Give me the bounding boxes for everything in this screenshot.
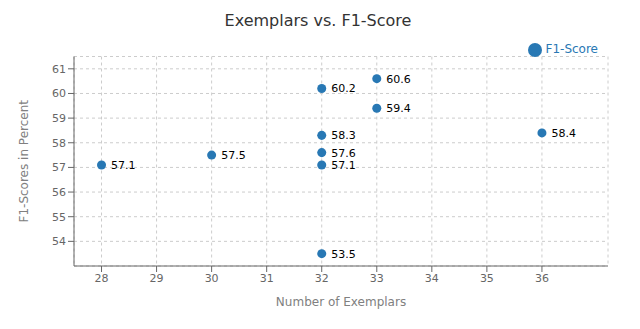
svg-text:57: 57 [52, 161, 66, 174]
svg-text:58.3: 58.3 [331, 129, 356, 142]
svg-text:31: 31 [260, 272, 274, 285]
svg-text:60.6: 60.6 [386, 73, 411, 86]
svg-text:60: 60 [52, 87, 66, 100]
svg-text:57.1: 57.1 [111, 159, 136, 172]
svg-text:58: 58 [52, 137, 66, 150]
svg-text:F1-Scores in Percent: F1-Scores in Percent [17, 100, 31, 223]
svg-text:29: 29 [150, 272, 164, 285]
svg-text:58.4: 58.4 [551, 127, 576, 140]
svg-text:53.5: 53.5 [331, 248, 356, 261]
svg-text:60.2: 60.2 [331, 82, 356, 95]
svg-text:34: 34 [425, 272, 439, 285]
svg-text:33: 33 [370, 272, 384, 285]
svg-text:61: 61 [52, 63, 66, 76]
html-text:F1-Score: F1-Score [545, 42, 598, 56]
svg-text:57.5: 57.5 [221, 149, 246, 162]
svg-text:28: 28 [95, 272, 109, 285]
svg-text:57.6: 57.6 [331, 147, 356, 160]
svg-text:56: 56 [52, 186, 66, 199]
svg-text:35: 35 [480, 272, 494, 285]
svg-text:55: 55 [52, 211, 66, 224]
svg-text:30: 30 [205, 272, 219, 285]
svg-text:32: 32 [315, 272, 329, 285]
svg-text:59: 59 [52, 112, 66, 125]
svg-text:54: 54 [52, 235, 66, 248]
svg-text:59.4: 59.4 [386, 102, 411, 115]
svg-text:36: 36 [535, 272, 549, 285]
svg-text:Number of Exemplars: Number of Exemplars [276, 295, 406, 309]
svg-text:57.1: 57.1 [331, 159, 356, 172]
html-text:Exemplars vs. F1-Score: Exemplars vs. F1-Score [224, 11, 412, 30]
